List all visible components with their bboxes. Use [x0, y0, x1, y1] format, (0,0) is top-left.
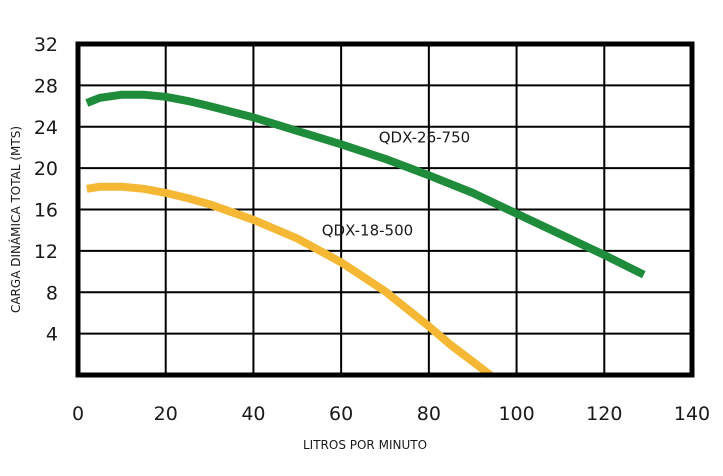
x-axis-title: LITROS POR MINUTO: [303, 438, 427, 452]
y-tick-label: 28: [34, 75, 58, 97]
x-tick-label: 0: [72, 403, 84, 425]
x-tick-label: 40: [241, 403, 265, 425]
series-group: [85, 90, 646, 379]
y-tick-label: 4: [46, 324, 58, 346]
y-tick-label: 16: [34, 200, 58, 222]
series-labels: QDX-26-750 QDX-18-500: [322, 128, 470, 239]
series-line-qdx-26-750: [85, 90, 646, 279]
series-label: QDX-26-750: [379, 128, 470, 146]
x-tick-label: 140: [674, 403, 710, 425]
x-tick-label: 100: [498, 403, 534, 425]
series-line-qdx-18-500: [86, 182, 493, 379]
x-tick-label: 80: [417, 403, 441, 425]
tick-labels: 0 20 40 60 80 100 120 140 4 8 12 16 20 24 28 32: [34, 34, 710, 425]
y-tick-label: 12: [34, 241, 58, 263]
x-tick-label: 120: [586, 403, 622, 425]
series-label: QDX-18-500: [322, 221, 413, 239]
y-axis-title: CARGA DINÁMICA TOTAL (MTS): [8, 126, 23, 313]
y-tick-label: 20: [34, 158, 58, 180]
y-tick-label: 24: [34, 117, 58, 139]
x-tick-label: 20: [154, 403, 178, 425]
x-tick-label: 60: [329, 403, 353, 425]
y-tick-label: 8: [46, 282, 58, 304]
plot-frame: [75, 41, 695, 378]
y-tick-label: 32: [34, 34, 58, 56]
